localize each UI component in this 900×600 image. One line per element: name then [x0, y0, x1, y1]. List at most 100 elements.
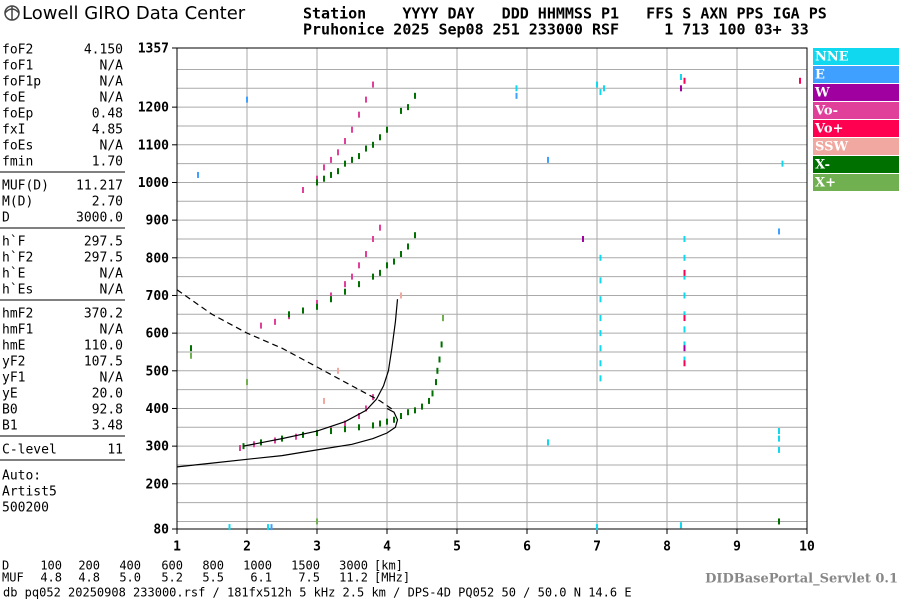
param-name: B0 [2, 403, 18, 418]
y-tick-label: 1100 [138, 138, 169, 153]
echo-point [288, 311, 290, 318]
echo-point [372, 141, 374, 148]
echo-point [386, 262, 388, 269]
header-line: Pruhonice 2025 Sep08 251 233000 RSF 1 71… [303, 21, 809, 39]
logo: Lowell GIRO Data Center [22, 3, 246, 24]
table-cell: 5.0 [119, 571, 141, 585]
echo-point [431, 390, 434, 397]
y-tick-label: 1357 [138, 42, 169, 57]
echo-point [260, 322, 262, 329]
echo-point [337, 168, 339, 175]
echo-point [365, 145, 367, 152]
echo-point [683, 345, 686, 352]
legend-label: X- [815, 158, 830, 173]
echo-point [344, 138, 346, 145]
table-cell: 4.8 [78, 571, 100, 585]
echo-point [344, 160, 346, 167]
x-tick-label: 6 [523, 540, 531, 555]
legend-label: SSW [815, 140, 848, 155]
echo-point [683, 341, 686, 348]
echo-point [680, 85, 682, 92]
param-value: 3000.0 [76, 211, 123, 226]
plot-frame [176, 47, 808, 530]
param-value: 92.8 [92, 403, 123, 418]
echo-point [547, 156, 549, 163]
param-name: hmF1 [2, 323, 33, 338]
table-cell: 3000 [339, 559, 368, 573]
echo-point [379, 420, 381, 427]
legend-swatch [813, 120, 899, 137]
echo-point [438, 356, 441, 363]
param-name: h`F [2, 235, 26, 250]
param-name: foEp [2, 107, 33, 122]
echo-point [372, 422, 374, 429]
echo-point [683, 292, 686, 299]
param-value: 3.48 [92, 419, 123, 434]
table-cell: 5.2 [161, 571, 183, 585]
legend-label: W [814, 86, 830, 101]
echo-point [599, 254, 602, 261]
echo-point [323, 164, 325, 171]
echo-point [295, 433, 297, 440]
echo-point [302, 187, 304, 194]
legend-label: X+ [815, 176, 836, 191]
legend-swatch [813, 66, 899, 83]
param-value: N/A [100, 91, 124, 106]
y-tick-label: 400 [146, 402, 170, 417]
echo-point [778, 518, 780, 525]
echo-point [365, 405, 367, 412]
param-value: N/A [100, 371, 124, 386]
echo-point [393, 416, 395, 423]
servlet-label: DIDBasePortal_Servlet 0.1 [705, 572, 898, 587]
header-line: Station YYYY DAY DDD HHMMSS P1 FFS S AXN… [303, 5, 827, 23]
param-value: 107.5 [84, 355, 123, 370]
param-value: 4.85 [92, 123, 123, 138]
echo-point [400, 292, 402, 299]
legend-label: Vo+ [814, 122, 843, 137]
echo-point [316, 175, 318, 182]
echo-point [239, 445, 241, 452]
echo-point [778, 446, 780, 453]
param-value: 4.150 [84, 43, 123, 58]
echo-point [680, 74, 682, 81]
y-tick-label: 80 [153, 523, 169, 538]
param-value: N/A [100, 59, 124, 74]
param-value: 110.0 [84, 339, 123, 354]
echo-point [414, 407, 416, 414]
param-value: 297.5 [84, 251, 123, 266]
echo-point [344, 426, 346, 433]
table-cell: 7.5 [298, 571, 320, 585]
param-value: 11 [107, 443, 123, 458]
x-tick-label: 1 [173, 540, 181, 555]
param-value: 20.0 [92, 387, 123, 402]
y-tick-label: 300 [146, 440, 170, 455]
table-cell: 100 [40, 559, 62, 573]
echo-point [515, 92, 518, 99]
x-tick-label: 5 [453, 540, 461, 555]
echo-point [781, 160, 784, 167]
legend-label: E [815, 68, 825, 83]
echo-point [596, 524, 598, 531]
echo-point [683, 77, 686, 84]
echo-point [316, 179, 318, 186]
echo-point [799, 77, 801, 84]
echo-point [365, 96, 367, 103]
echo-point [778, 435, 780, 442]
auto-text: 500200 [2, 501, 49, 516]
echo-point [400, 413, 402, 420]
legend-swatch [813, 174, 899, 191]
echo-point [330, 171, 332, 178]
echo-point [330, 292, 332, 299]
param-value: 1.70 [92, 155, 123, 170]
echo-point [316, 300, 318, 307]
echo-point [351, 156, 353, 163]
param-name: foE [2, 91, 25, 106]
echo-point [414, 232, 416, 239]
echo-point [270, 524, 273, 531]
param-value: 370.2 [84, 307, 123, 322]
legend-label: NNE [815, 50, 849, 65]
param-name: hmF2 [2, 307, 33, 322]
legend-swatch [813, 138, 899, 155]
table-cell: 400 [119, 559, 141, 573]
echo-point [599, 277, 602, 284]
